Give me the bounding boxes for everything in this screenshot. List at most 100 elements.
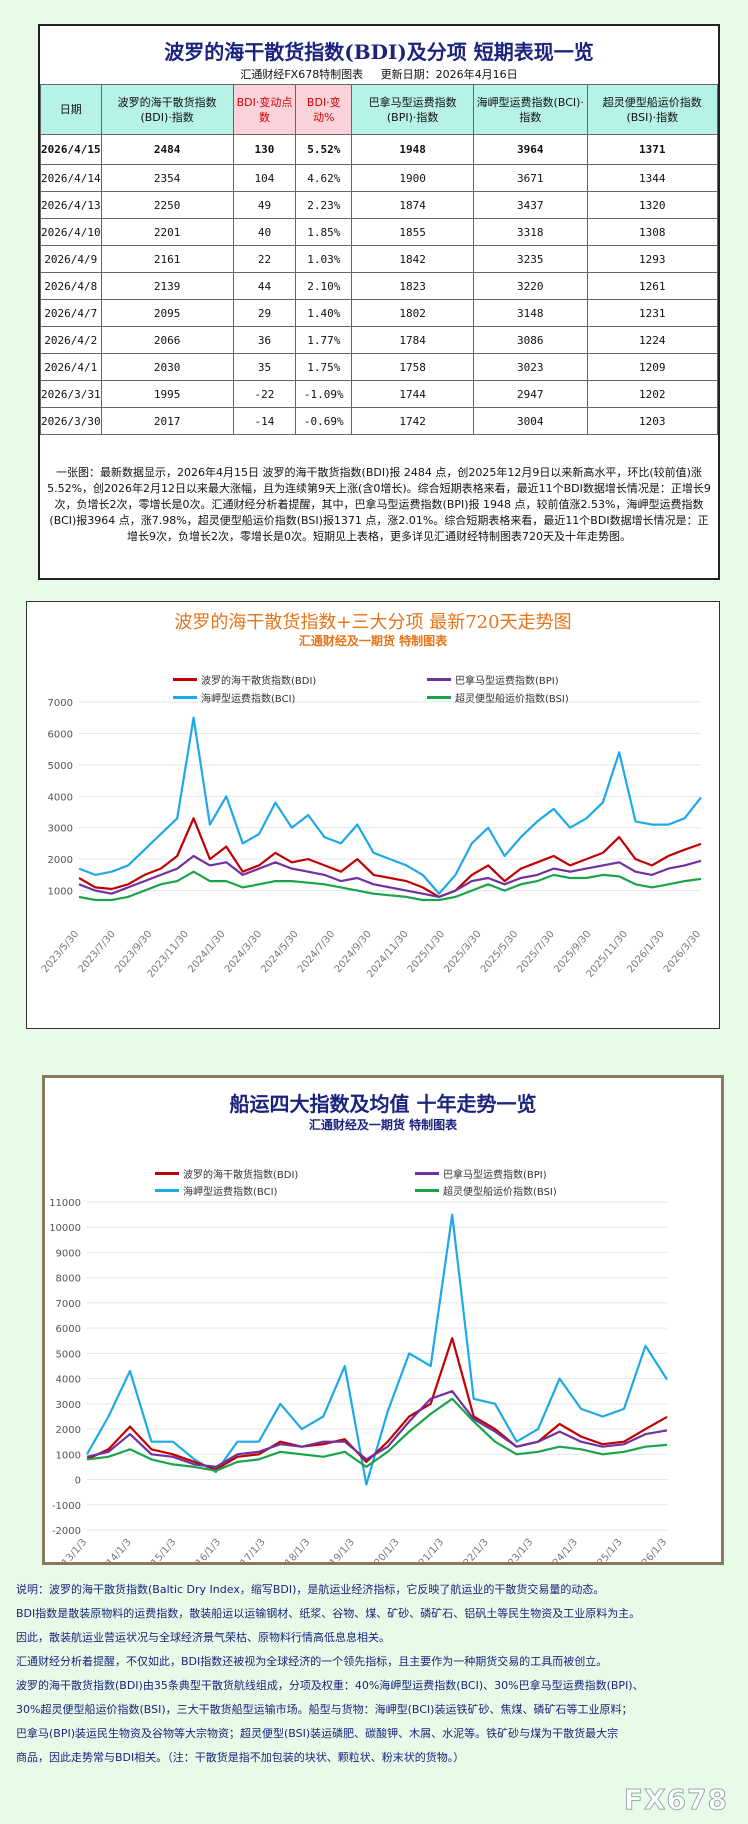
table-cell: 3318 [472,218,588,246]
table-header: 超灵便型船运价指数(BSI)·指数 [586,84,719,135]
bsi-series-line [78,870,702,902]
x-tick-label: 2021/1/3 [409,1537,446,1562]
table-header: 巴拿马型运费指数(BPI)·指数 [351,84,474,135]
x-tick-label: 2026/1/3 [632,1537,669,1562]
summary-table-panel: 波罗的海干散货指数(BDI)及分项 短期表现一览 汇通财经FX678特制图表 更… [38,24,720,580]
bpi-series-line [78,854,702,898]
table-cell: 2026/4/10 [40,218,102,246]
table-cell: -0.69% [295,407,353,435]
table-row: 2026/4/7 2095 29 1.40% 1802 3148 1231 [40,299,719,327]
fx678-logo: FX678 [623,1783,728,1817]
y-tick-label: 2000 [56,1425,81,1436]
x-tick-label: 2024/9/30 [333,929,374,975]
x-tick-label: 2023/9/30 [113,929,154,975]
legend-bpi: 巴拿马型运费指数(BPI) [427,672,559,687]
table-row: 2026/4/2 2066 36 1.77% 1784 3086 1224 [40,326,719,354]
y-tick-label: 6000 [48,729,73,740]
x-tick-label: 2025/3/30 [442,929,483,975]
table-cell: -1.09% [295,380,353,408]
chart-720-days: 波罗的海干散货指数+三大分项 最新720天走势图 汇通财经及一期货 特制图表 波… [26,601,720,1029]
table-cell: 1995 [100,380,234,408]
chart1-subtitle: 汇通财经及一期货 特制图表 [298,634,448,648]
table-cell: 29 [232,299,297,327]
table-cell: 2201 [100,218,234,246]
legend2-bdi: 波罗的海干散货指数(BDI) [155,1166,298,1181]
x-tick-label: 2026/1/30 [625,929,666,975]
chart2-subtitle: 汇通财经及一期货 特制图表 [308,1118,458,1132]
y-tick-label: -2000 [52,1526,81,1537]
table-cell: 2095 [100,299,234,327]
table-cell: 1231 [586,299,719,327]
bci-legend-swatch [173,696,197,699]
table-cell: 1948 [351,134,474,165]
table-cell: 1.85% [295,218,353,246]
table-cell: 1202 [586,380,719,408]
table-cell: 1842 [351,245,474,273]
x-tick-label: 2023/5/30 [40,929,81,975]
bsi-legend-swatch [427,696,451,699]
table-row: 2026/4/9 2161 22 1.03% 1842 3235 1293 [40,245,719,273]
y-tick-label: 10000 [49,1223,81,1234]
x-tick-label: 2025/5/30 [479,929,520,975]
y-tick-label: 3000 [48,824,73,835]
bdi-series-line [78,817,702,898]
y-tick-label: 4000 [48,792,73,803]
x-tick-label: 2022/1/3 [454,1537,491,1562]
table-cell: 1758 [351,353,474,381]
table-cell: 5.52% [295,134,353,165]
x-tick-label: 2024/1/30 [186,929,227,975]
y-tick-label: 3000 [56,1400,81,1411]
table-cell: 1224 [586,326,719,354]
table-note: 一张图：最新数据显示，2026年4月15日 波罗的海干散货指数(BDI)报 24… [47,466,711,543]
x-tick-label: 2024/1/3 [543,1537,580,1562]
table-cell: 2026/4/13 [40,191,102,219]
x-tick-label: 2014/1/3 [97,1537,134,1562]
table-cell: 1.40% [295,299,353,327]
table-cell: 44 [232,272,297,300]
x-tick-label: 2015/1/3 [141,1537,178,1562]
table-cell: 1.03% [295,245,353,273]
table-cell: 2026/3/30 [40,407,102,435]
bci-series-line [86,1213,668,1486]
y-tick-label: 5000 [56,1349,81,1360]
bsi-series-line [86,1397,668,1472]
y-tick-label: 6000 [56,1324,81,1335]
table-cell: 2026/4/14 [40,164,102,192]
table-row: 2026/4/13 2250 49 2.23% 1874 3437 1320 [40,191,719,219]
table-cell: 2484 [100,134,234,165]
table-cell: 1855 [351,218,474,246]
bpi-legend-swatch [415,1172,439,1175]
bci-legend-swatch [155,1189,179,1192]
table-cell: -14 [232,407,297,435]
table-cell: 2026/3/31 [40,380,102,408]
table-cell: 3671 [472,164,588,192]
bci-series-line [78,716,702,895]
legend2-bsi: 超灵便型船运价指数(BSI) [415,1183,557,1198]
table-cell: 2030 [100,353,234,381]
y-tick-label: 4000 [56,1375,81,1386]
description-text: 说明：波罗的海干散货指数(Baltic Dry Index，缩写BDI)，是航运… [16,1583,644,1764]
x-tick-label: 2023/7/30 [76,929,117,975]
table-cell: 1802 [351,299,474,327]
x-tick-label: 2025/7/30 [516,929,557,975]
legend2-bci: 海岬型运费指数(BCI) [155,1183,277,1198]
bpi-legend-swatch [427,678,451,681]
table-cell: 3437 [472,191,588,219]
table-cell: 3220 [472,272,588,300]
x-tick-label: 2023/1/3 [498,1537,535,1562]
table-cell: 49 [232,191,297,219]
y-tick-label: 1000 [56,1450,81,1461]
table-cell: 4.62% [295,164,353,192]
chart1-title: 波罗的海干散货指数+三大分项 最新720天走势图 [174,612,572,633]
table-cell: 3235 [472,245,588,273]
y-tick-label: -1000 [52,1501,81,1512]
table-cell: -22 [232,380,297,408]
chart2-title: 船运四大指数及均值 十年走势一览 [229,1092,537,1116]
table-row: 2026/4/1 2030 35 1.75% 1758 3023 1209 [40,353,719,381]
table-cell: 3023 [472,353,588,381]
y-tick-label: 11000 [49,1198,81,1209]
chart2-plot: -2000 -1000 0 1000 2000 3000 4000 5000 6000 7000 8… [49,1198,669,1578]
legend2-bpi: 巴拿马型运费指数(BPI) [415,1166,547,1181]
bpi-series-line [86,1390,668,1468]
table-title: 波罗的海干散货指数(BDI)及分项 短期表现一览 [164,40,594,64]
